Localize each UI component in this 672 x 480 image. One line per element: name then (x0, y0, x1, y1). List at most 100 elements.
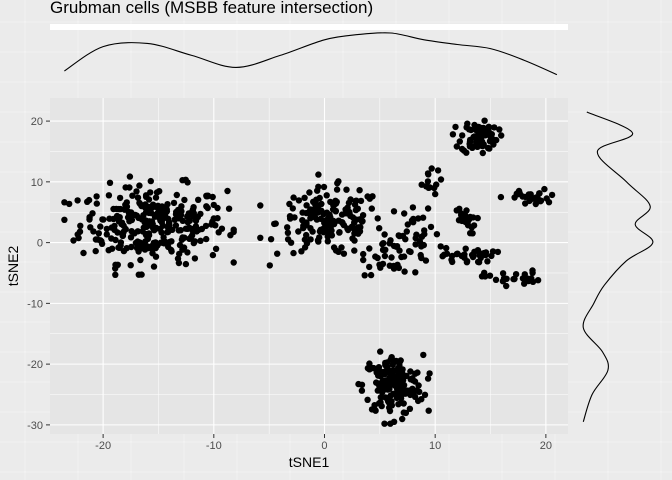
data-point (61, 216, 68, 223)
data-point (413, 387, 420, 394)
data-point (420, 351, 427, 359)
data-point (225, 205, 233, 212)
marginal-density-x (64, 32, 558, 76)
data-point (401, 210, 408, 217)
data-point (401, 268, 408, 275)
data-point (419, 214, 427, 221)
data-point (424, 375, 432, 382)
data-point (303, 209, 310, 217)
data-point (224, 187, 231, 195)
data-point (318, 200, 325, 208)
data-point (332, 208, 339, 215)
data-point (381, 231, 388, 238)
data-point (477, 136, 484, 143)
data-point (95, 230, 103, 237)
data-point (358, 387, 366, 394)
data-point (327, 230, 334, 237)
data-point (474, 247, 482, 254)
data-point (485, 128, 492, 135)
data-point (303, 231, 310, 239)
data-point (323, 192, 330, 199)
data-point (458, 216, 466, 223)
data-point (284, 229, 292, 236)
data-point (310, 198, 317, 205)
data-point (474, 258, 482, 266)
data-point (522, 200, 529, 207)
data-point (173, 191, 180, 199)
data-point (411, 393, 419, 400)
data-point (425, 407, 432, 414)
data-point (97, 237, 104, 244)
data-point (433, 231, 441, 238)
data-point (343, 186, 350, 193)
data-point (136, 182, 143, 189)
data-point (336, 229, 343, 236)
data-point (437, 243, 444, 250)
data-point (465, 126, 473, 133)
data-point (158, 229, 165, 236)
data-point (103, 231, 111, 238)
data-point (186, 224, 193, 231)
data-points (61, 117, 556, 427)
data-point (352, 206, 360, 214)
data-point (230, 259, 237, 266)
data-point (494, 248, 502, 256)
data-point (406, 405, 414, 412)
data-point (512, 271, 520, 278)
data-point (458, 211, 465, 219)
data-point (209, 251, 217, 259)
data-point (290, 249, 297, 257)
data-point (327, 214, 334, 221)
data-point (75, 234, 82, 242)
data-point (80, 249, 87, 257)
data-point (347, 196, 354, 203)
data-point (85, 196, 93, 204)
data-point (470, 133, 477, 141)
data-point (366, 195, 373, 202)
data-point (152, 211, 159, 218)
data-point (135, 271, 142, 278)
data-point (498, 132, 505, 139)
data-point (412, 370, 419, 377)
data-point (453, 143, 460, 150)
data-point (113, 205, 120, 213)
data-point (491, 124, 498, 131)
data-point (274, 250, 281, 257)
data-point (271, 220, 278, 228)
data-point (468, 251, 476, 259)
data-point (353, 216, 360, 223)
data-point (295, 228, 302, 235)
y-tick-label: -30 (27, 420, 43, 432)
data-point (324, 238, 331, 245)
data-point (180, 244, 188, 251)
data-point (376, 368, 383, 375)
y-tick-label: -20 (27, 359, 43, 371)
data-point (123, 245, 130, 252)
data-point (332, 247, 340, 254)
data-point (198, 225, 206, 233)
data-point (338, 211, 346, 218)
data-point (396, 362, 403, 369)
data-point (106, 179, 114, 186)
data-point (381, 420, 388, 427)
data-point (150, 239, 157, 247)
data-point (92, 247, 99, 255)
data-point (448, 256, 455, 263)
data-point (488, 252, 495, 260)
data-point (499, 270, 507, 277)
data-point (320, 229, 327, 236)
data-point (301, 194, 308, 201)
data-point (381, 370, 388, 377)
data-point (412, 241, 419, 248)
data-point (396, 247, 403, 254)
data-point (342, 206, 350, 214)
data-point (257, 202, 264, 209)
data-point (449, 131, 457, 138)
data-point (159, 222, 167, 229)
data-point (135, 248, 142, 255)
data-point (266, 262, 273, 269)
data-point (400, 409, 407, 416)
y-tick-label: 20 (31, 116, 43, 128)
data-point (360, 256, 367, 264)
data-point (320, 183, 328, 191)
